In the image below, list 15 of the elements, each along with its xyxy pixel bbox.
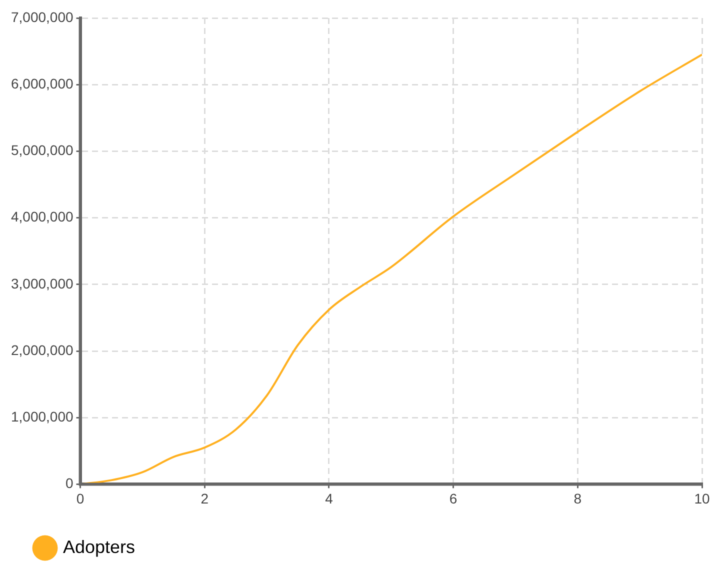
x-tick-label: 0 <box>76 490 84 506</box>
y-tick-label: 3,000,000 <box>10 275 74 292</box>
x-tick-label: 8 <box>574 490 582 506</box>
y-tick-label: 1,000,000 <box>10 408 74 424</box>
y-tick-label: 5,000,000 <box>10 142 74 158</box>
y-tick-label: 0 <box>65 475 74 492</box>
y-tick-label: 6,000,000 <box>10 75 74 92</box>
y-tick-label: 2,000,000 <box>10 342 74 358</box>
y-tick-label: 7,000,000 <box>10 8 74 25</box>
x-tick-label: 10 <box>694 490 710 506</box>
x-tick-label: 4 <box>325 490 334 506</box>
legend-label: Adopters <box>63 536 136 557</box>
y-tick-label: 4,000,000 <box>10 208 74 225</box>
x-tick-label: 2 <box>200 490 209 506</box>
x-tick-label: 6 <box>449 490 458 506</box>
